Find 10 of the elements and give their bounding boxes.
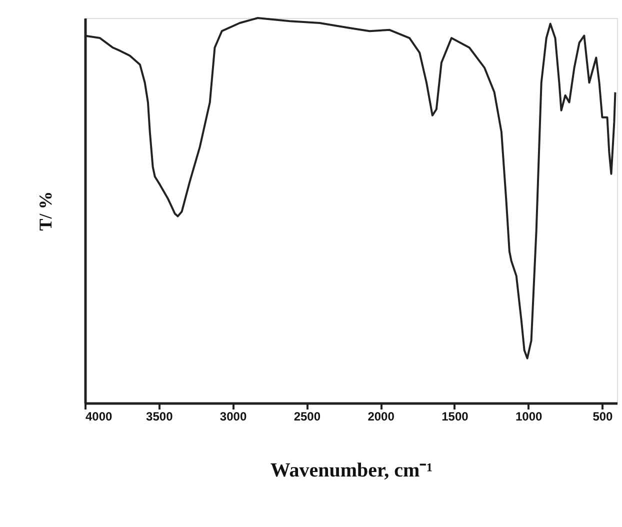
x-tick-label: 4000: [86, 410, 113, 424]
x-tick-label: 2000: [368, 410, 395, 424]
x-tick-label: 1000: [515, 410, 543, 424]
x-tick-label: 500: [592, 410, 614, 424]
x-tick-label: 3500: [146, 410, 174, 424]
x-axis-title: Wavenumber, cm⁻¹: [270, 460, 433, 482]
x-tick-label: 2500: [294, 410, 321, 424]
x-tick-label: 3000: [220, 410, 247, 424]
x-tick-label: 1500: [442, 410, 469, 424]
y-axis-title: T/ %: [36, 191, 56, 231]
